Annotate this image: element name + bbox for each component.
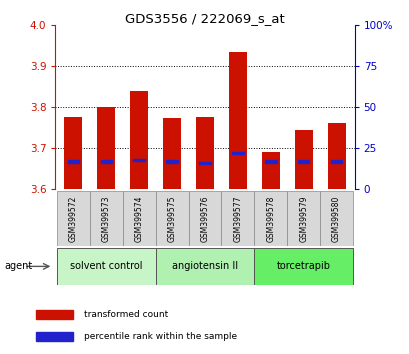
Bar	[254, 191, 287, 246]
Bar	[297, 160, 309, 162]
Bar	[261, 152, 279, 189]
Bar	[294, 130, 312, 189]
Text: GSM399578: GSM399578	[265, 195, 274, 242]
Text: solvent control: solvent control	[70, 261, 142, 272]
Text: percentile rank within the sample: percentile rank within the sample	[84, 332, 237, 341]
Bar	[327, 123, 345, 189]
Bar	[155, 248, 254, 285]
Text: GSM399579: GSM399579	[299, 195, 308, 242]
Text: GSM399577: GSM399577	[233, 195, 242, 242]
Bar	[188, 191, 221, 246]
Text: GSM399572: GSM399572	[69, 195, 78, 242]
Bar	[254, 248, 352, 285]
Bar	[264, 160, 276, 162]
Bar	[166, 160, 178, 162]
Bar	[90, 191, 122, 246]
Text: transformed count: transformed count	[84, 310, 168, 319]
Bar	[64, 118, 82, 189]
Bar	[155, 191, 188, 246]
Bar	[330, 160, 342, 162]
Bar	[231, 152, 243, 154]
Bar	[100, 160, 112, 162]
Bar	[199, 162, 210, 164]
Bar	[122, 191, 155, 246]
Text: torcetrapib: torcetrapib	[276, 261, 330, 272]
Bar	[57, 248, 155, 285]
Bar	[36, 310, 73, 319]
Text: GSM399573: GSM399573	[101, 195, 110, 242]
Bar	[97, 107, 115, 189]
Bar	[221, 191, 254, 246]
Bar	[36, 332, 73, 341]
Bar	[287, 191, 319, 246]
Text: GSM399576: GSM399576	[200, 195, 209, 242]
Text: agent: agent	[4, 261, 32, 272]
Bar	[163, 118, 181, 189]
Bar	[196, 118, 213, 189]
Text: GSM399575: GSM399575	[167, 195, 176, 242]
Text: angiotensin II: angiotensin II	[171, 261, 238, 272]
Bar	[319, 191, 352, 246]
Bar	[130, 91, 148, 189]
Bar	[57, 191, 90, 246]
Bar	[228, 52, 246, 189]
Bar	[67, 160, 79, 162]
Bar	[133, 159, 145, 161]
Text: GSM399574: GSM399574	[135, 195, 144, 242]
Text: GSM399580: GSM399580	[331, 195, 340, 242]
Text: GDS3556 / 222069_s_at: GDS3556 / 222069_s_at	[125, 12, 284, 25]
